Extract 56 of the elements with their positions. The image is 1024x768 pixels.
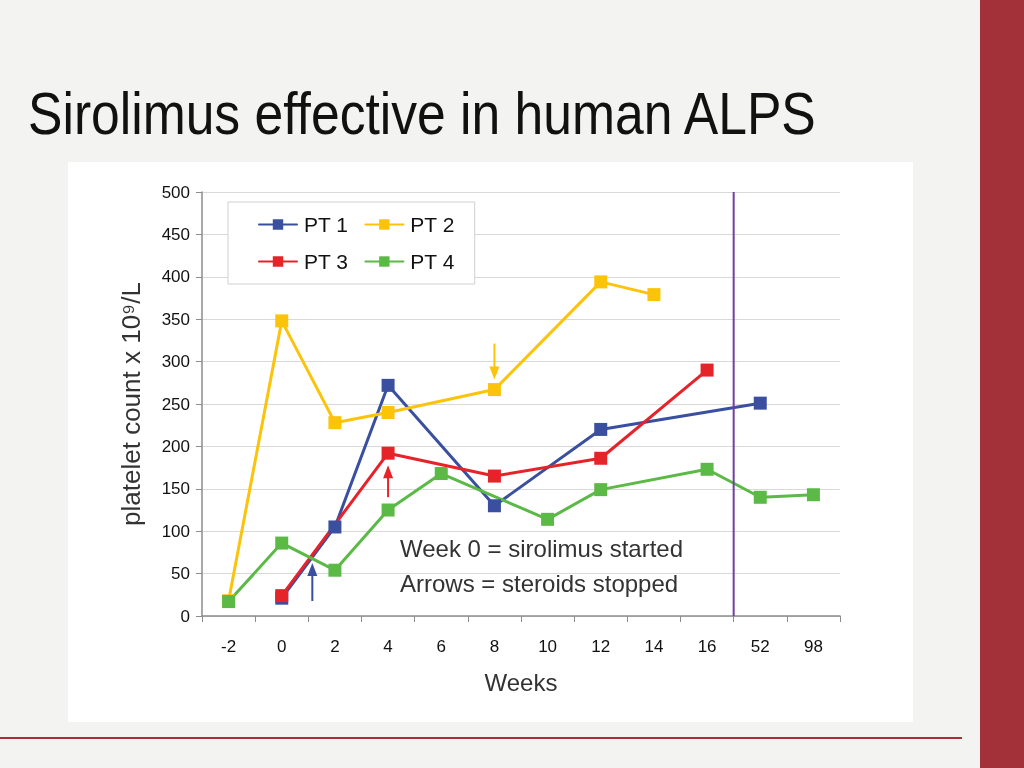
point <box>594 451 608 465</box>
legend-label: PT 2 <box>410 213 455 236</box>
point <box>594 483 608 497</box>
x-tick-label: 0 <box>277 637 287 656</box>
point <box>381 405 395 419</box>
y-tick-label: 50 <box>171 564 190 584</box>
x-tick-label: 14 <box>644 637 664 656</box>
point <box>328 416 342 430</box>
point <box>541 512 555 526</box>
legend-label: PT 1 <box>304 213 348 236</box>
point <box>328 563 342 577</box>
x-tick-label: 12 <box>591 637 611 656</box>
x-tick-label: 16 <box>697 637 717 656</box>
y-axis-title: platelet count x 10⁹/L <box>116 282 146 526</box>
x-tick-label: 4 <box>383 637 393 656</box>
y-tick-label: 200 <box>161 436 190 456</box>
point <box>806 488 820 502</box>
annotation: Arrows = steroids stopped <box>400 569 679 597</box>
y-tick-label: 150 <box>161 479 190 499</box>
x-tick-label: 10 <box>538 637 558 656</box>
x-tick-label: 2 <box>330 637 340 656</box>
point <box>381 446 395 460</box>
point <box>381 503 395 517</box>
chart-title: Sirolimus effective in human ALPS <box>28 80 816 147</box>
point <box>594 422 608 436</box>
y-tick-label: 250 <box>161 394 190 414</box>
legend-label: PT 3 <box>304 250 348 273</box>
x-tick-label: 8 <box>489 637 500 656</box>
y-tick-label: 350 <box>161 309 190 329</box>
y-tick-label: 500 <box>161 182 190 202</box>
point <box>700 462 714 476</box>
point <box>647 288 661 302</box>
point <box>487 469 501 483</box>
y-tick-label: 450 <box>161 224 190 244</box>
point <box>381 378 395 392</box>
annotation: Week 0 = sirolimus started <box>400 534 683 562</box>
point <box>328 520 342 534</box>
x-tick-label: 98 <box>803 637 823 656</box>
point <box>700 363 714 377</box>
x-tick-label: -2 <box>221 637 237 656</box>
point <box>487 499 501 513</box>
y-tick-label: 400 <box>161 267 190 287</box>
x-tick-label: 6 <box>436 637 446 656</box>
y-tick-label: 0 <box>180 606 190 626</box>
point <box>753 490 767 504</box>
y-tick-label: 300 <box>161 352 190 372</box>
point <box>753 396 767 410</box>
y-tick-label: 100 <box>161 521 190 541</box>
point <box>434 467 448 481</box>
point <box>594 275 608 289</box>
legend-label: PT 4 <box>410 250 455 273</box>
point <box>275 536 289 550</box>
point <box>275 314 289 328</box>
x-axis-title: Weeks <box>484 668 558 696</box>
point <box>487 383 501 397</box>
x-tick-label: 52 <box>750 637 770 656</box>
